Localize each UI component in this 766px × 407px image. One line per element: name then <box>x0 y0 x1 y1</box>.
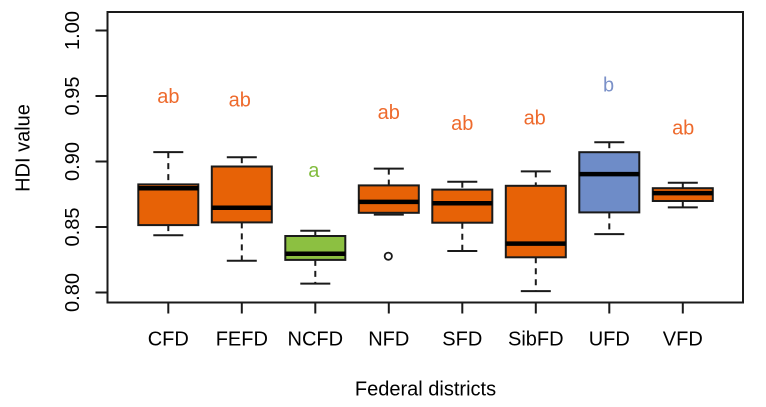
svg-text:NFD: NFD <box>368 329 409 351</box>
svg-text:ab: ab <box>157 86 179 108</box>
svg-text:UFD: UFD <box>589 329 630 351</box>
svg-text:VFD: VFD <box>663 329 703 351</box>
svg-text:NCFD: NCFD <box>288 329 344 351</box>
svg-text:SFD: SFD <box>442 329 482 351</box>
svg-text:b: b <box>603 74 614 96</box>
svg-text:1.00: 1.00 <box>62 11 84 50</box>
svg-text:a: a <box>308 160 320 182</box>
svg-text:HDI value: HDI value <box>12 104 34 192</box>
svg-text:0.95: 0.95 <box>62 77 84 116</box>
svg-text:0.90: 0.90 <box>62 142 84 181</box>
svg-text:SibFD: SibFD <box>508 329 564 351</box>
svg-text:ab: ab <box>451 113 473 135</box>
svg-text:0.80: 0.80 <box>62 273 84 312</box>
svg-text:0.85: 0.85 <box>62 208 84 247</box>
svg-text:FEFD: FEFD <box>216 329 268 351</box>
svg-text:Federal districts: Federal districts <box>355 378 496 400</box>
svg-text:ab: ab <box>229 90 251 112</box>
svg-text:ab: ab <box>672 117 694 139</box>
svg-text:CFD: CFD <box>148 329 189 351</box>
svg-text:ab: ab <box>378 102 400 124</box>
svg-text:ab: ab <box>524 107 546 129</box>
